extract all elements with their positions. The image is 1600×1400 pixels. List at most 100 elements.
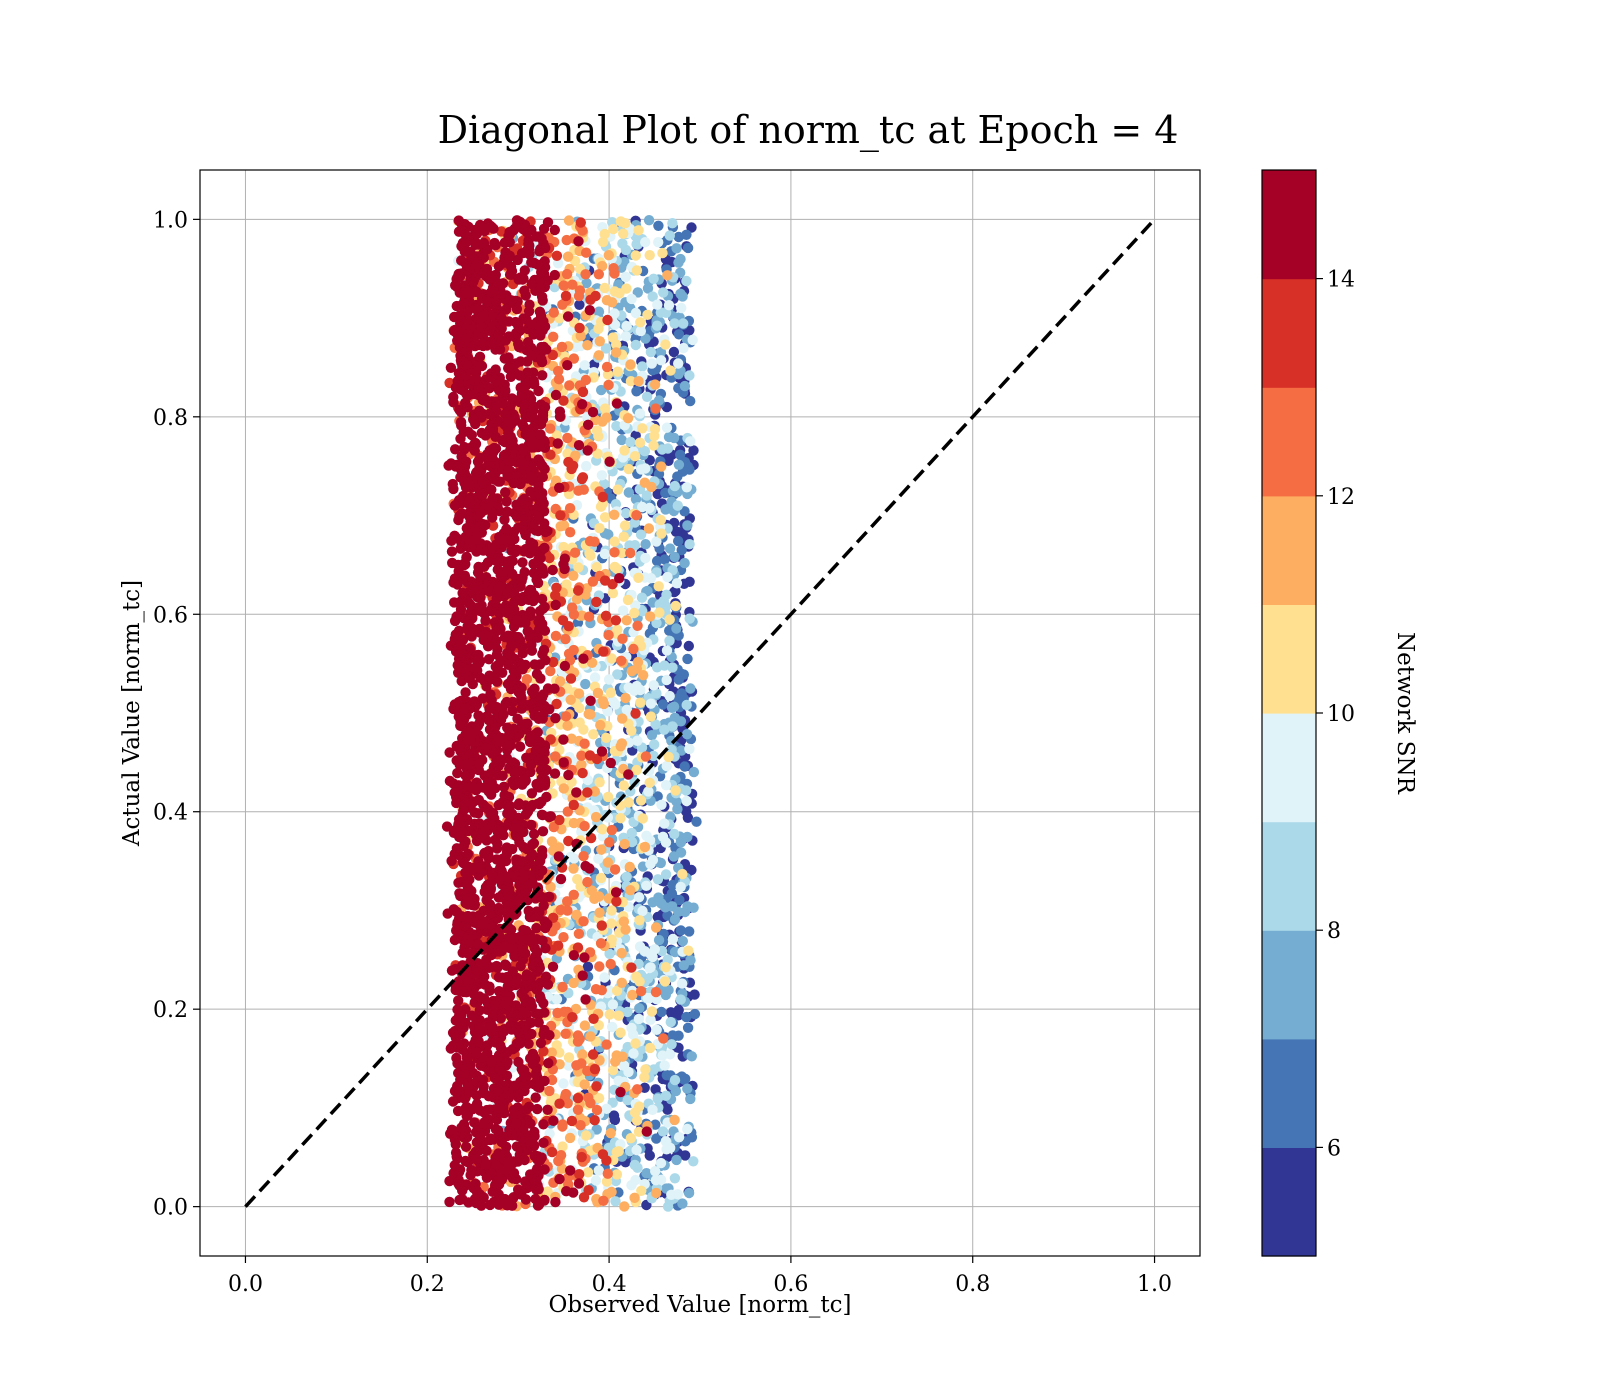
scatter-point — [456, 1009, 467, 1021]
scatter-point — [682, 1083, 693, 1094]
scatter-point — [532, 982, 543, 993]
scatter-point — [605, 958, 616, 970]
scatter-point — [463, 597, 475, 609]
scatter-point — [520, 1020, 531, 1031]
scatter-point — [633, 225, 644, 236]
scatter-point — [612, 484, 623, 495]
scatter-point — [671, 1154, 682, 1166]
scatter-point — [667, 662, 678, 673]
scatter-point — [599, 548, 610, 560]
scatter-point — [445, 458, 457, 469]
scatter-point — [620, 331, 632, 342]
scatter-point — [631, 1144, 642, 1156]
scatter-point — [557, 1119, 568, 1130]
scatter-point — [592, 448, 603, 459]
scatter-point — [636, 464, 647, 475]
scatter-point — [657, 1126, 669, 1137]
scatter-point — [444, 1196, 455, 1208]
scatter-point — [662, 270, 673, 281]
scatter-point — [562, 432, 573, 444]
scatter-point — [677, 1198, 688, 1209]
scatter-point — [652, 488, 663, 500]
scatter-point — [563, 1060, 574, 1071]
scatter-point — [548, 821, 559, 833]
scatter-point — [662, 571, 673, 583]
scatter-point — [537, 845, 548, 856]
scatter-point — [574, 1169, 585, 1180]
scatter-point — [501, 849, 512, 860]
scatter-point — [568, 889, 579, 900]
scatter-point — [596, 844, 607, 855]
scatter-point — [470, 372, 481, 384]
scatter-point — [673, 329, 685, 340]
scatter-point — [641, 880, 652, 891]
scatter-point — [472, 259, 483, 270]
scatter-point — [566, 1115, 578, 1127]
scatter-point — [464, 938, 475, 949]
scatter-point — [538, 316, 549, 327]
scatter-point — [640, 237, 651, 248]
scatter-point — [609, 561, 620, 573]
scatter-point — [499, 941, 510, 952]
scatter-point — [537, 892, 549, 904]
scatter-point — [500, 465, 511, 476]
scatter-point — [503, 352, 514, 363]
scatter-point — [660, 962, 671, 973]
scatter-point — [630, 1038, 641, 1049]
scatter-point — [554, 842, 565, 853]
scatter-point — [622, 594, 634, 606]
scatter-point — [491, 593, 502, 604]
scatter-point — [659, 818, 670, 829]
scatter-point — [593, 431, 604, 442]
scatter-point — [615, 216, 626, 227]
scatter-point — [531, 231, 542, 242]
scatter-point — [609, 547, 620, 558]
scatter-point — [646, 730, 658, 741]
scatter-point — [681, 482, 692, 493]
scatter-point — [513, 631, 524, 643]
scatter-point — [639, 946, 651, 957]
scatter-point — [573, 585, 584, 596]
scatter-point — [681, 785, 692, 796]
scatter-point — [684, 613, 695, 624]
scatter-point — [572, 1104, 584, 1116]
scatter-point — [652, 874, 664, 885]
scatter-point — [633, 892, 645, 903]
scatter-point — [522, 337, 534, 348]
scatter-point — [673, 459, 685, 470]
scatter-point — [562, 806, 573, 817]
scatter-point — [564, 1132, 576, 1144]
scatter-point — [554, 1098, 565, 1109]
scatter-point — [678, 318, 689, 329]
scatter-point — [512, 713, 523, 724]
scatter-point — [683, 945, 694, 956]
scatter-point — [666, 1039, 677, 1050]
scatter-point — [581, 277, 592, 289]
scatter-point — [578, 653, 589, 664]
scatter-point — [648, 440, 659, 451]
scatter-point — [563, 215, 575, 226]
scatter-point — [622, 413, 634, 424]
scatter-point — [468, 414, 479, 425]
scatter-point — [669, 318, 680, 329]
scatter-point — [673, 1010, 684, 1021]
scatter-point — [613, 1075, 624, 1087]
scatter-point — [553, 940, 564, 951]
scatter-point — [603, 674, 615, 685]
scatter-point — [673, 906, 684, 917]
scatter-point — [598, 236, 609, 248]
scatter-point — [527, 960, 538, 972]
scatter-point — [682, 520, 693, 531]
scatter-point — [555, 904, 566, 916]
scatter-point — [691, 816, 702, 827]
scatter-point — [519, 285, 530, 296]
scatter-point — [503, 331, 514, 342]
scatter-point — [612, 669, 623, 680]
scatter-point — [671, 243, 682, 254]
scatter-point — [669, 828, 680, 840]
scatter-point — [561, 268, 573, 280]
scatter-point — [623, 1066, 634, 1078]
scatter-point — [608, 263, 619, 274]
scatter-point — [471, 650, 482, 661]
scatter-point — [514, 741, 526, 752]
